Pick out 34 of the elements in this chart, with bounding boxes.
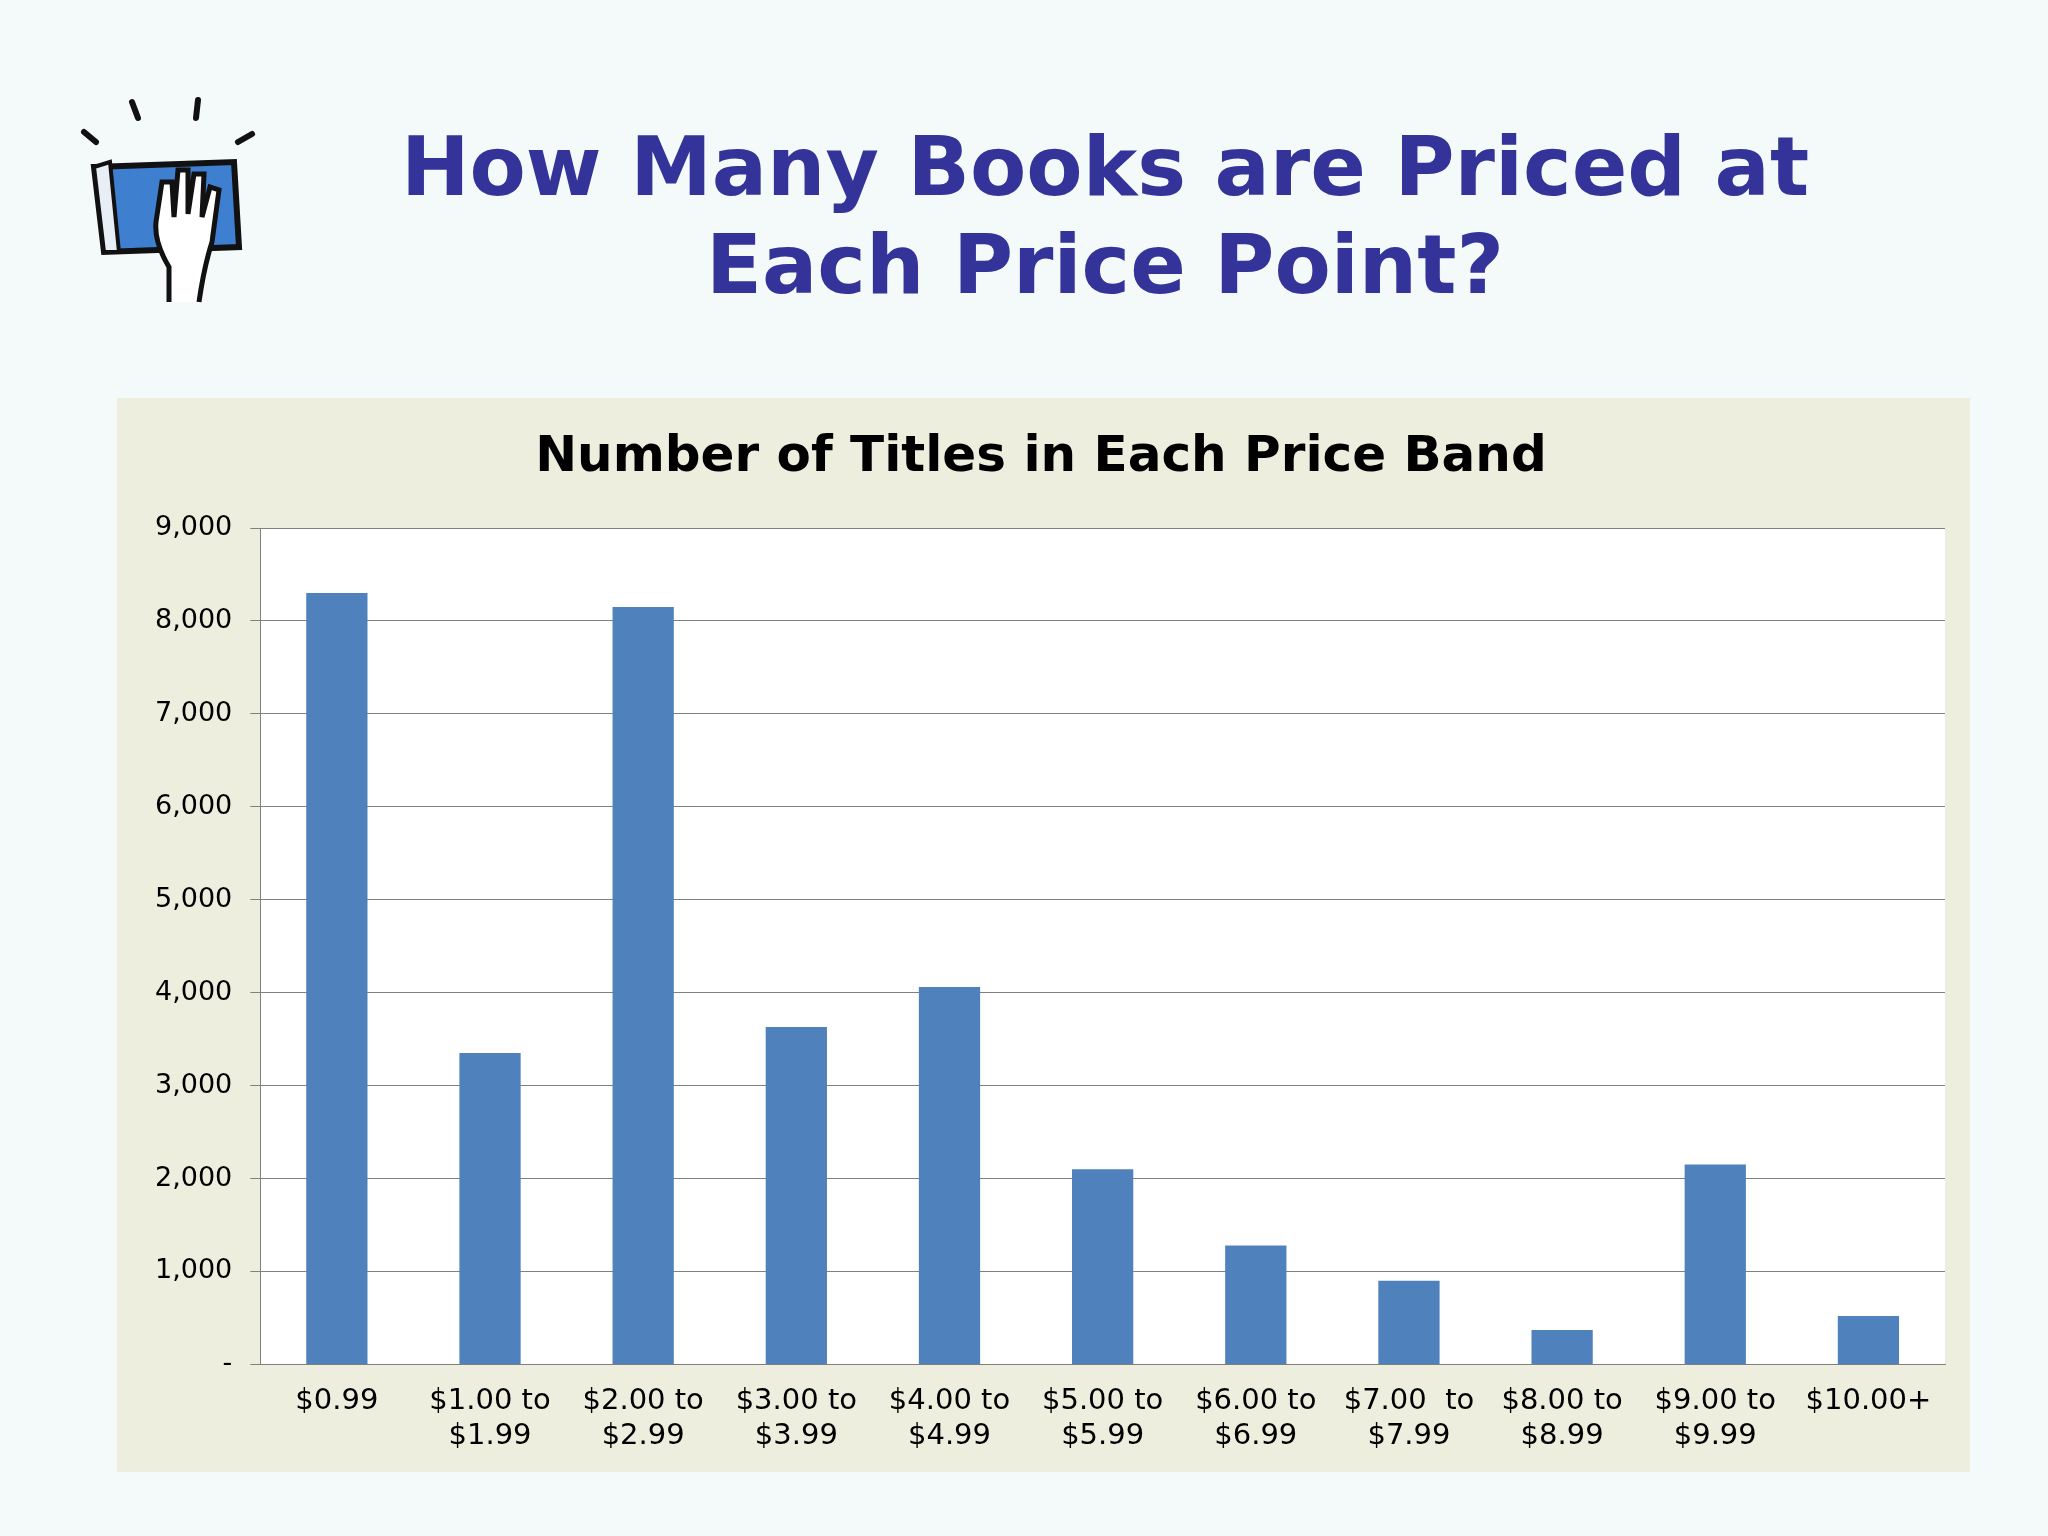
y-tick-label: 4,000 (155, 974, 233, 1006)
y-tick-label: 2,000 (155, 1160, 233, 1192)
bar (612, 606, 674, 1364)
bar (1378, 1280, 1440, 1364)
x-tick-label: $9.00 to $9.99 (1654, 1382, 1776, 1452)
x-tick-label: $3.00 to $3.99 (735, 1382, 858, 1452)
x-tick-label: $1.00 to $1.99 (429, 1382, 551, 1452)
x-tick-label: $2.00 to $2.99 (582, 1382, 704, 1452)
x-tick-label: $6.00 to $6.99 (1195, 1382, 1317, 1452)
y-tick-label: 3,000 (155, 1067, 233, 1099)
x-tick-label: $5.00 to $5.99 (1041, 1382, 1164, 1452)
y-tick-label: 1,000 (155, 1253, 233, 1285)
x-tick-label: $7.00 to $7.99 (1343, 1382, 1475, 1452)
y-tick-label: 5,000 (155, 881, 233, 913)
bar (306, 593, 368, 1364)
bar (918, 987, 981, 1364)
y-tick-label: 9,000 (155, 510, 233, 542)
bar (765, 1027, 827, 1364)
bar (1072, 1169, 1134, 1364)
x-tick-label: $10.00+ (1805, 1382, 1932, 1417)
bar (1225, 1245, 1287, 1364)
x-tick-label: $8.00 to $8.99 (1501, 1382, 1623, 1452)
chart-subtitle: Number of Titles in Each Price Band (535, 424, 1547, 483)
x-tick-label: $4.00 to $4.99 (888, 1382, 1011, 1452)
y-tick-label: 7,000 (155, 695, 233, 727)
bar (1684, 1164, 1746, 1364)
chart-title: How Many Books are Priced at Each Price Point? (399, 118, 1811, 314)
y-tick-label: - (222, 1346, 233, 1378)
bar (1531, 1330, 1593, 1364)
y-tick-label: 6,000 (155, 788, 233, 820)
x-tick-label: $0.99 (295, 1382, 379, 1417)
y-tick-label: 8,000 (155, 602, 233, 634)
bar (459, 1053, 521, 1364)
bar (1837, 1316, 1900, 1364)
